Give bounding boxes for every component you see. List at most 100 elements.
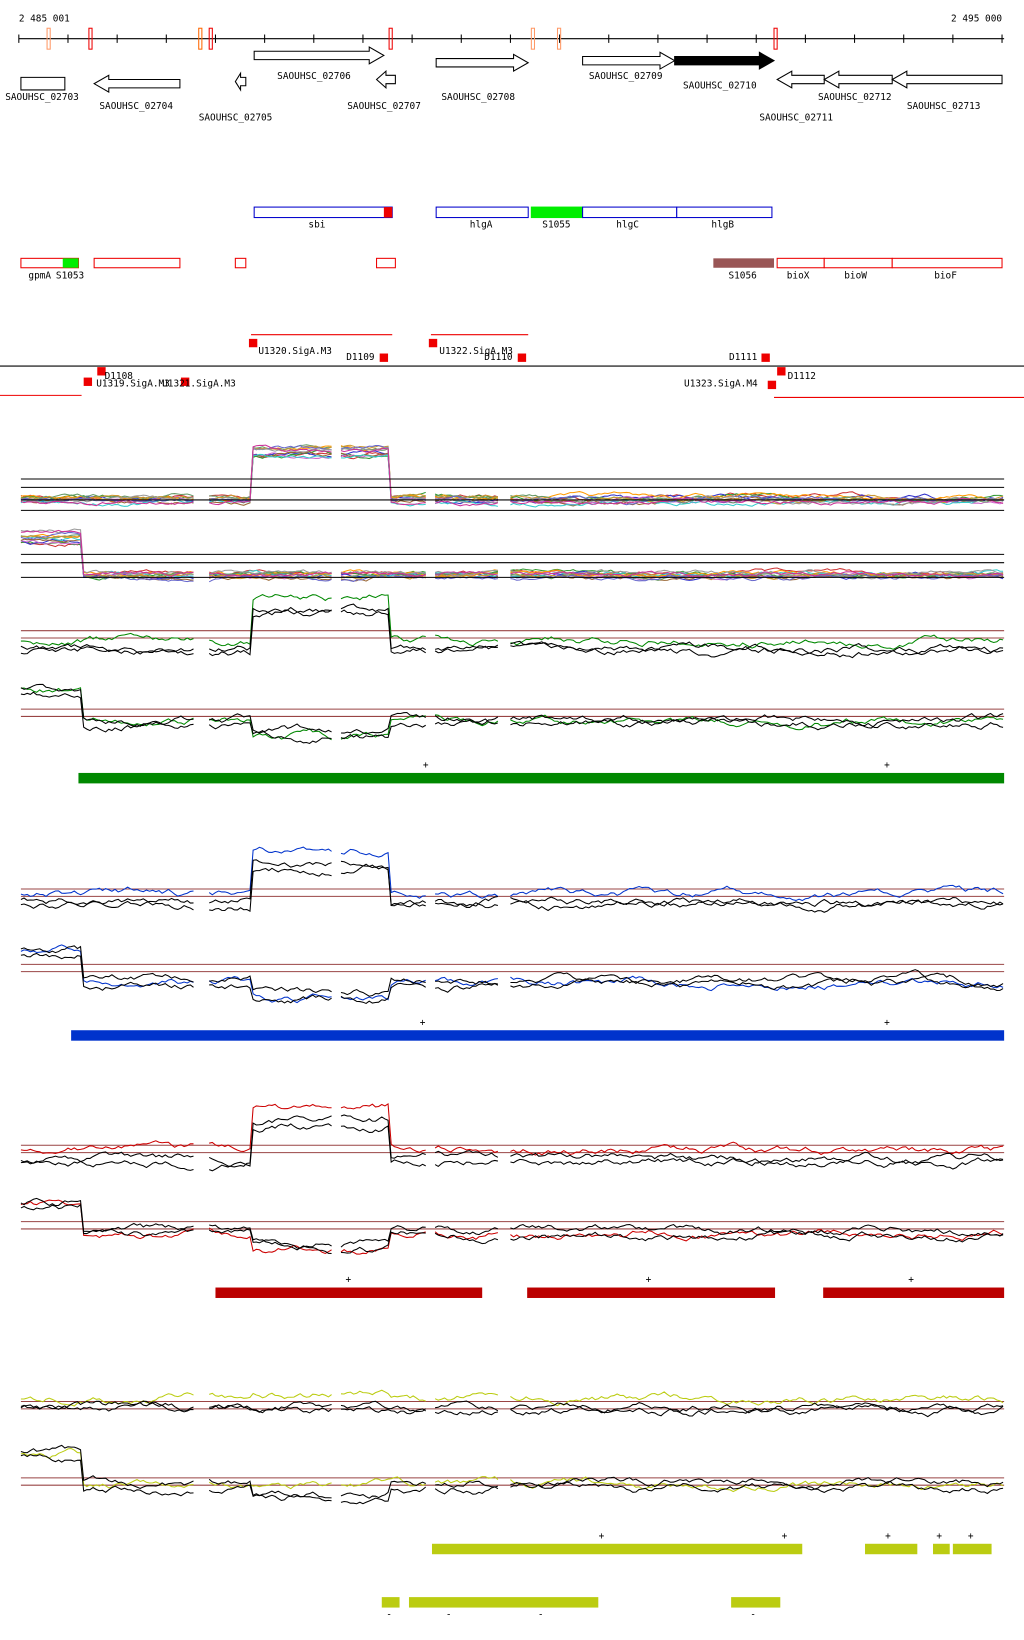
strand-mark: + (885, 1531, 891, 1542)
feature (713, 258, 775, 268)
feature-label: bioF (934, 271, 957, 282)
gene-arrow (234, 71, 247, 92)
feature-label: S1053 (56, 271, 84, 282)
feature-label: sbi (308, 219, 325, 230)
segment-bar (933, 1543, 950, 1555)
gene-label: SAOUHSC_02709 (589, 71, 663, 82)
promoter-label: D1110 (484, 352, 513, 363)
feature-end (383, 207, 393, 218)
gene-arrow (582, 51, 676, 70)
promoter-mark (767, 380, 777, 390)
strand-mark: + (345, 1275, 351, 1286)
feature-label: S1055 (542, 219, 570, 230)
trace (20, 444, 1004, 504)
feature-label: S1056 (728, 271, 757, 282)
trace (20, 846, 1004, 902)
strand-mark: - (750, 1609, 756, 1620)
gene-label: SAOUHSC_02710 (683, 80, 757, 91)
segment-bar (731, 1597, 781, 1608)
gene-label: SAOUHSC_02711 (759, 113, 833, 124)
strand-mark: + (908, 1275, 914, 1286)
segment-bar (381, 1597, 400, 1608)
gene-label: SAOUHSC_02712 (818, 92, 892, 103)
segment-bar (431, 1543, 803, 1555)
trace (20, 683, 1004, 735)
gene-arrow (20, 76, 66, 91)
trace (20, 863, 1004, 913)
feature (234, 257, 247, 269)
promoter-mark (97, 367, 106, 376)
feature-label: hlgA (470, 219, 493, 230)
trace (20, 687, 1004, 741)
strand-mark: + (599, 1531, 605, 1542)
strand-mark: + (646, 1275, 652, 1286)
segment-bar (952, 1543, 992, 1555)
promoter-label: U1321.SigA.M3 (162, 378, 236, 389)
promoter-label: D1111 (729, 352, 758, 363)
promoter-mark (379, 353, 389, 362)
trace (20, 528, 1004, 580)
gene-arrow (891, 70, 1003, 89)
ruler-end: 2 495 000 (951, 13, 1002, 24)
gene-label: SAOUHSC_02713 (907, 101, 981, 112)
gene-arrow (435, 53, 530, 73)
strand-mark: + (423, 760, 429, 771)
trace (20, 608, 1004, 659)
feature-label: hlgC (616, 219, 639, 230)
feature (823, 257, 893, 269)
gene-arrow (93, 74, 181, 93)
promoter-label: D1108 (105, 371, 134, 382)
gene-label: SAOUHSC_02703 (5, 92, 79, 103)
gene-label: SAOUHSC_02706 (277, 71, 351, 82)
feature (376, 257, 396, 269)
trace (20, 444, 1004, 507)
gene-arrow (776, 70, 825, 89)
gene-label: SAOUHSC_02704 (99, 101, 173, 112)
feature-label: bioW (844, 271, 867, 282)
feature (435, 206, 529, 219)
feature-label: hlgB (711, 219, 734, 230)
promoter-label: D1109 (346, 352, 375, 363)
promoter-label: U1322.SigA.M3 (439, 346, 513, 357)
trace (20, 1103, 1004, 1156)
strand-mark: + (884, 1017, 890, 1028)
promoter-mark (83, 377, 93, 386)
gene-label: SAOUHSC_02705 (199, 113, 273, 124)
promoter-label: U1323.SigA.M4 (684, 378, 758, 389)
feature (582, 206, 678, 219)
segment-bar (823, 1287, 1005, 1298)
trace (20, 1203, 1004, 1255)
feature (776, 257, 825, 269)
ruler-marker (556, 27, 562, 50)
segment-bar (215, 1287, 483, 1298)
ruler-start: 2 485 001 (19, 13, 70, 24)
trace (20, 1400, 1004, 1414)
promoter-label: U1319.SigA.M3 (96, 378, 170, 389)
trace (20, 945, 1004, 997)
feature (676, 206, 773, 219)
strand-mark: + (420, 1017, 426, 1028)
promoter-mark (777, 367, 786, 376)
ruler-marker (388, 27, 393, 50)
segment-bar (527, 1287, 776, 1298)
ruler-marker (208, 27, 213, 50)
strand-mark: + (782, 1531, 788, 1542)
strand-mark: + (884, 760, 890, 771)
trace (20, 1197, 1004, 1251)
feature-label: bioX (787, 271, 810, 282)
strand-mark: - (446, 1609, 452, 1620)
feature (891, 257, 1003, 269)
segment-bar (78, 772, 1005, 784)
feature (93, 257, 181, 269)
strand-mark: - (538, 1609, 544, 1620)
trace (20, 1114, 1004, 1168)
ruler-marker (773, 27, 778, 50)
trace (20, 1389, 1004, 1407)
trace (20, 1402, 1004, 1418)
gene-arrow (823, 70, 893, 89)
trace (20, 1454, 1004, 1505)
feature-label: gpmA (28, 271, 51, 282)
gene-arrow (253, 46, 385, 65)
strand-mark: + (936, 1531, 942, 1542)
